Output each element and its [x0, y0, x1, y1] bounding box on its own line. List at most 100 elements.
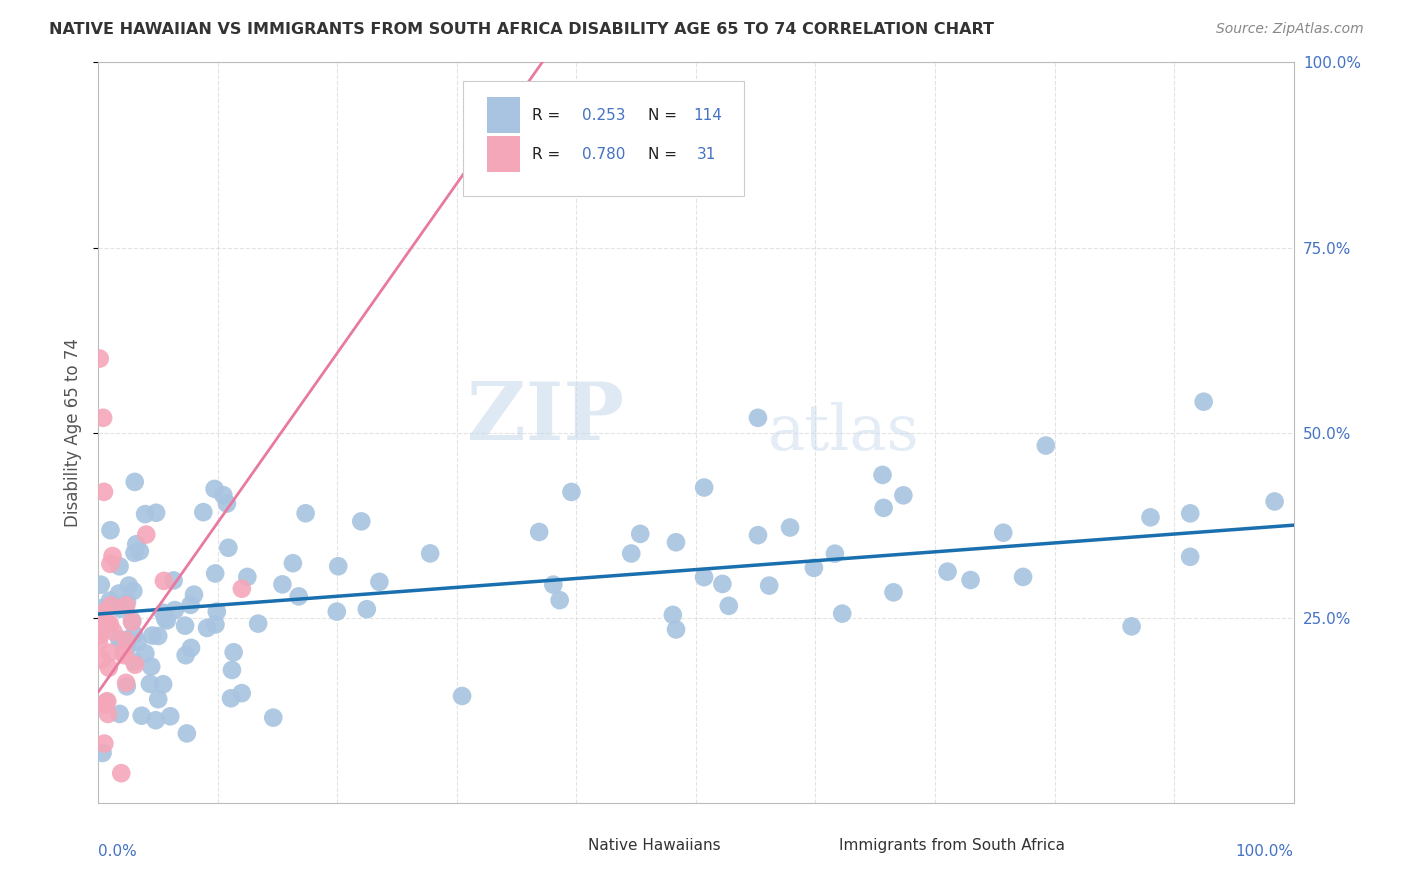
- Point: [693, 570, 716, 584]
- Point: [122, 584, 145, 599]
- Point: [195, 621, 218, 635]
- Point: [90, 621, 112, 635]
- Point: [90, 577, 112, 591]
- Point: [419, 546, 441, 560]
- Text: R =: R =: [533, 147, 565, 161]
- Point: [328, 559, 350, 574]
- Point: [183, 588, 205, 602]
- Point: [893, 488, 915, 502]
- Point: [620, 547, 643, 561]
- Point: [758, 578, 780, 592]
- Point: [93, 605, 115, 619]
- Point: [693, 481, 716, 495]
- Point: [215, 497, 238, 511]
- Point: [100, 523, 122, 537]
- Point: [93, 737, 115, 751]
- Point: [882, 585, 904, 599]
- Point: [221, 663, 243, 677]
- Point: [824, 547, 846, 561]
- Point: [176, 726, 198, 740]
- Point: [115, 676, 138, 690]
- Point: [219, 691, 242, 706]
- Point: [628, 527, 651, 541]
- Point: [1035, 438, 1057, 452]
- Point: [110, 766, 132, 780]
- Point: [89, 351, 111, 366]
- Point: [94, 698, 117, 712]
- Point: [98, 617, 121, 632]
- Point: [97, 660, 120, 674]
- Point: [89, 628, 111, 642]
- Point: [247, 616, 270, 631]
- Point: [152, 677, 174, 691]
- Text: 31: 31: [697, 147, 717, 161]
- Point: [145, 713, 167, 727]
- Point: [141, 628, 163, 642]
- Text: 0.0%: 0.0%: [98, 844, 138, 858]
- Point: [127, 635, 149, 649]
- Point: [872, 500, 894, 515]
- Point: [350, 514, 373, 528]
- Point: [153, 574, 176, 588]
- Point: [145, 506, 167, 520]
- Point: [89, 621, 111, 635]
- Point: [212, 488, 235, 502]
- Point: [174, 648, 197, 663]
- Point: [90, 601, 112, 615]
- Point: [236, 570, 259, 584]
- Point: [91, 610, 114, 624]
- Point: [1180, 507, 1202, 521]
- Text: N =: N =: [648, 147, 682, 161]
- Point: [665, 535, 688, 549]
- Point: [1012, 570, 1035, 584]
- Text: ZIP: ZIP: [467, 379, 624, 457]
- Point: [124, 657, 146, 672]
- Point: [148, 629, 170, 643]
- Point: [294, 506, 316, 520]
- Point: [1178, 549, 1201, 564]
- Point: [141, 659, 163, 673]
- Point: [87, 616, 110, 631]
- Point: [872, 467, 894, 482]
- Point: [717, 599, 740, 613]
- Y-axis label: Disability Age 65 to 74: Disability Age 65 to 74: [65, 338, 83, 527]
- Text: 0.780: 0.780: [582, 147, 626, 161]
- FancyBboxPatch shape: [541, 830, 574, 862]
- Point: [747, 410, 769, 425]
- Point: [356, 602, 378, 616]
- Text: R =: R =: [533, 108, 565, 122]
- Point: [287, 590, 309, 604]
- Point: [134, 647, 156, 661]
- Point: [560, 485, 582, 500]
- Point: [1121, 619, 1143, 633]
- Point: [174, 618, 197, 632]
- Point: [93, 484, 115, 499]
- Point: [711, 577, 734, 591]
- Point: [156, 614, 179, 628]
- Text: N =: N =: [648, 108, 682, 122]
- Point: [205, 605, 228, 619]
- Point: [97, 706, 120, 721]
- Point: [108, 706, 131, 721]
- Point: [122, 655, 145, 669]
- Point: [1264, 494, 1286, 508]
- Point: [101, 549, 124, 563]
- FancyBboxPatch shape: [792, 830, 825, 862]
- Point: [97, 616, 120, 631]
- Point: [281, 556, 304, 570]
- Text: Native Hawaiians: Native Hawaiians: [589, 838, 721, 854]
- Point: [122, 627, 145, 641]
- Point: [993, 525, 1015, 540]
- Point: [747, 528, 769, 542]
- Point: [959, 573, 981, 587]
- Point: [110, 601, 132, 615]
- Point: [87, 635, 110, 649]
- Point: [114, 633, 136, 648]
- Point: [91, 746, 114, 760]
- Point: [111, 633, 134, 648]
- Point: [262, 711, 284, 725]
- Text: NATIVE HAWAIIAN VS IMMIGRANTS FROM SOUTH AFRICA DISABILITY AGE 65 TO 74 CORRELAT: NATIVE HAWAIIAN VS IMMIGRANTS FROM SOUTH…: [49, 22, 994, 37]
- Point: [159, 709, 181, 723]
- Point: [779, 520, 801, 534]
- Point: [662, 607, 685, 622]
